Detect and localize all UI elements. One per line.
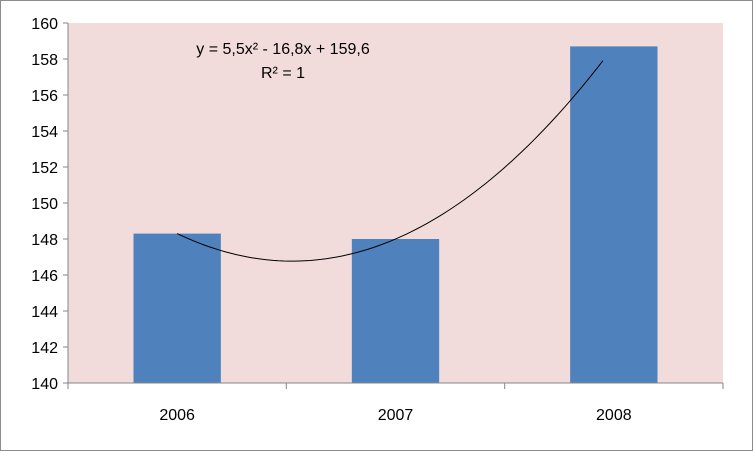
y-axis-ticks: 140 142 144 146 148 150 152 154 156 158 160 [31,16,68,393]
y-tick-label: 144 [31,304,58,321]
y-tick-label: 148 [31,232,58,249]
x-tick-label: 2006 [159,407,195,424]
trendline-equation: y = 5,5x² - 16,8x + 159,6 [196,41,370,58]
y-tick-label: 154 [31,124,58,141]
bar-2006 [133,233,221,383]
x-tick-label: 2007 [378,407,414,424]
x-tick-label: 2008 [596,407,632,424]
y-tick-label: 156 [31,88,58,105]
bar-2007 [351,239,440,383]
y-tick-label: 158 [31,52,58,69]
y-tick-label: 160 [31,16,58,33]
y-tick-label: 140 [31,376,58,393]
bar-2008 [570,46,658,384]
y-tick-label: 146 [31,268,58,285]
trendline-r-squared: R² = 1 [261,65,305,82]
trendline [176,60,604,262]
bar-group [133,46,658,384]
y-tick-label: 150 [31,196,58,213]
x-axis-ticks: 2006 2007 2008 [67,383,724,424]
y-tick-label: 142 [31,340,58,357]
y-tick-label: 152 [31,160,58,177]
